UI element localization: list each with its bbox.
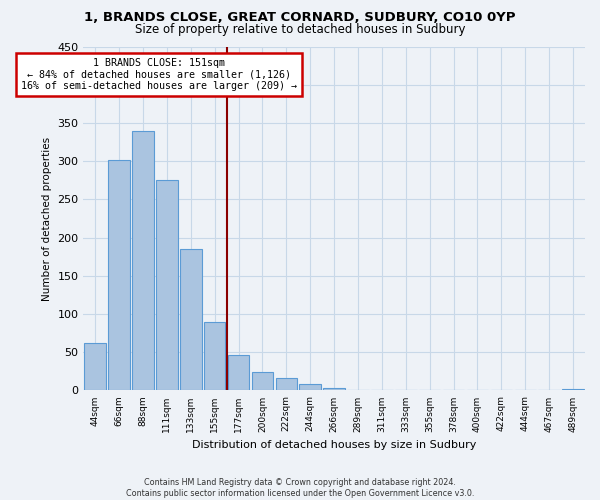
Text: Contains HM Land Registry data © Crown copyright and database right 2024.
Contai: Contains HM Land Registry data © Crown c…: [126, 478, 474, 498]
Text: 1 BRANDS CLOSE: 151sqm
← 84% of detached houses are smaller (1,126)
16% of semi-: 1 BRANDS CLOSE: 151sqm ← 84% of detached…: [20, 58, 296, 91]
Bar: [204, 322, 226, 390]
Bar: [562, 389, 584, 390]
Bar: [109, 160, 130, 390]
X-axis label: Distribution of detached houses by size in Sudbury: Distribution of detached houses by size …: [192, 440, 476, 450]
Bar: [275, 378, 297, 390]
Bar: [299, 384, 321, 390]
Bar: [228, 356, 250, 390]
Bar: [180, 249, 202, 390]
Bar: [323, 388, 345, 390]
Bar: [85, 343, 106, 390]
Text: Size of property relative to detached houses in Sudbury: Size of property relative to detached ho…: [135, 22, 465, 36]
Bar: [132, 130, 154, 390]
Y-axis label: Number of detached properties: Number of detached properties: [42, 136, 52, 300]
Bar: [251, 372, 273, 390]
Bar: [156, 180, 178, 390]
Text: 1, BRANDS CLOSE, GREAT CORNARD, SUDBURY, CO10 0YP: 1, BRANDS CLOSE, GREAT CORNARD, SUDBURY,…: [84, 11, 516, 24]
